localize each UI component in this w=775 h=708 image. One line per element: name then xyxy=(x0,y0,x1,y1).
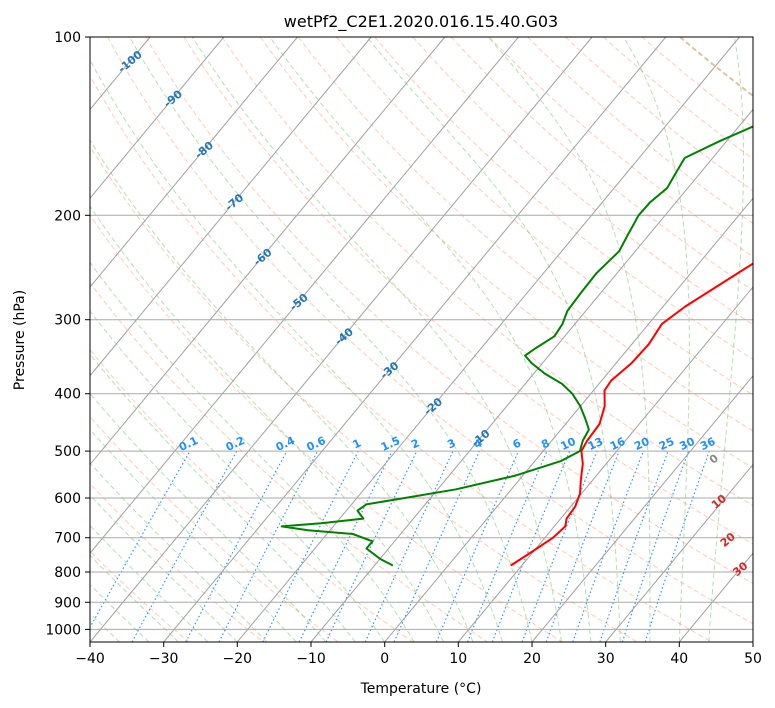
dry-adiabat xyxy=(90,482,264,642)
y-tick-label: 500 xyxy=(54,444,81,460)
isotherm xyxy=(236,37,740,642)
y-tick-label: 1000 xyxy=(45,622,81,638)
y-tick-label: 400 xyxy=(54,387,81,403)
plot-frame xyxy=(89,36,754,643)
dry-adiabat xyxy=(90,214,563,642)
mixing-ratio-line xyxy=(393,450,481,642)
mixing-ratio-line xyxy=(90,450,191,629)
mixing-ratio-line xyxy=(621,450,690,642)
y-tick-label: 600 xyxy=(54,491,81,507)
mixing-ratio-label: 20 xyxy=(632,435,652,453)
mixing-ratio-line xyxy=(599,450,669,642)
x-tick-label: 30 xyxy=(597,651,615,667)
mixing-ratio-label: 36 xyxy=(698,435,718,453)
mixing-ratio-line xyxy=(572,450,644,642)
plot-area xyxy=(90,37,753,642)
x-tick-label: −40 xyxy=(75,651,105,667)
dry-adiabat xyxy=(145,37,753,584)
isotherm xyxy=(531,374,753,642)
mixing-ratio-label: 10 xyxy=(559,435,579,453)
isotherm xyxy=(90,37,298,288)
dry-adiabat xyxy=(90,415,339,642)
x-tick-label: 0 xyxy=(380,651,389,667)
mixing-ratio-label: 16 xyxy=(608,435,628,453)
mixing-ratio-line xyxy=(644,450,710,642)
mixing-ratio-line xyxy=(185,450,288,642)
moist-adiabat xyxy=(90,583,150,642)
moist-adiabat xyxy=(90,261,415,642)
mixing-ratio-label: 13 xyxy=(586,435,605,453)
mixing-ratio-line xyxy=(545,450,620,642)
x-tick-label: −10 xyxy=(296,651,326,667)
moist-adiabat xyxy=(191,37,562,642)
x-tick-label: 40 xyxy=(670,651,688,667)
y-tick-label: 900 xyxy=(54,595,81,611)
temperature-profile xyxy=(510,262,753,567)
isotherm xyxy=(90,37,225,200)
moist-adiabat xyxy=(90,462,268,642)
x-axis-label: Temperature (°C) xyxy=(360,681,482,697)
isotherm xyxy=(163,37,667,642)
moist-adiabat xyxy=(90,353,356,642)
y-tick-label: 700 xyxy=(54,531,81,547)
mixing-ratio-label: 30 xyxy=(677,435,697,453)
moist-adiabat xyxy=(269,37,592,642)
mixing-ratio-label: 25 xyxy=(657,435,676,453)
moist-adiabat xyxy=(90,58,503,642)
dry-adiabat xyxy=(412,37,753,326)
moist-adiabat xyxy=(708,37,744,642)
dry-adiabat xyxy=(90,75,712,642)
moist-adiabat xyxy=(488,37,651,642)
x-tick-label: −20 xyxy=(223,651,253,667)
moist-adiabat xyxy=(623,37,690,642)
y-tick-label: 800 xyxy=(54,565,81,581)
isotherm xyxy=(752,641,753,642)
dry-adiabat xyxy=(107,37,753,625)
chart-title: wetPf2_C2E1.2020.016.15.40.G03 xyxy=(284,12,558,32)
moist-adiabat xyxy=(129,37,533,642)
isotherm xyxy=(90,37,372,377)
dry-adiabat xyxy=(90,145,638,642)
dry-adiabat xyxy=(374,37,753,361)
moist-adiabat xyxy=(90,392,327,642)
mixing-ratio-line xyxy=(521,450,598,642)
y-axis: 100 200 300 400 500 600 700 800 900 1000 xyxy=(45,30,90,638)
y-tick-label: 200 xyxy=(54,208,81,224)
mixing-ratio-line xyxy=(262,450,359,642)
moist-adiabat xyxy=(366,37,621,642)
y-tick-label: 100 xyxy=(54,30,81,46)
dry-adiabat xyxy=(183,37,753,545)
isotherm xyxy=(605,463,753,642)
mixing-ratio-line xyxy=(466,450,548,642)
x-tick-label: 50 xyxy=(744,651,762,667)
mixing-ratio-line xyxy=(435,450,519,642)
x-axis: −40 −30 −20 −10 0 10 20 30 40 50 xyxy=(75,642,762,667)
y-tick-label: 300 xyxy=(54,313,81,329)
y-axis-label: Pressure (hPa) xyxy=(12,290,28,390)
moist-adiabat xyxy=(90,310,386,642)
isotherm xyxy=(90,37,593,642)
isotherm xyxy=(0,37,3,642)
isotherm xyxy=(384,197,753,642)
dewpoint-profile xyxy=(280,125,753,567)
moist-adiabat xyxy=(90,494,238,642)
plot-inner: 0.1 0.2 0.4 0.6 1 1.5 2 3 4 6 8 10 13 16 20 25 30 36-100-… xyxy=(0,37,770,642)
moist-adiabat-label: 40 xyxy=(750,588,770,608)
x-tick-label: 20 xyxy=(523,651,541,667)
isotherm xyxy=(457,286,753,642)
dry-adiabat xyxy=(450,37,753,292)
isotherm xyxy=(90,37,519,554)
moist-adiabat xyxy=(90,139,474,642)
x-tick-label: 10 xyxy=(449,651,467,667)
x-tick-label: −30 xyxy=(149,651,179,667)
isotherm xyxy=(90,37,446,466)
dry-adiabat xyxy=(90,550,190,642)
dry-adiabat xyxy=(90,281,488,642)
